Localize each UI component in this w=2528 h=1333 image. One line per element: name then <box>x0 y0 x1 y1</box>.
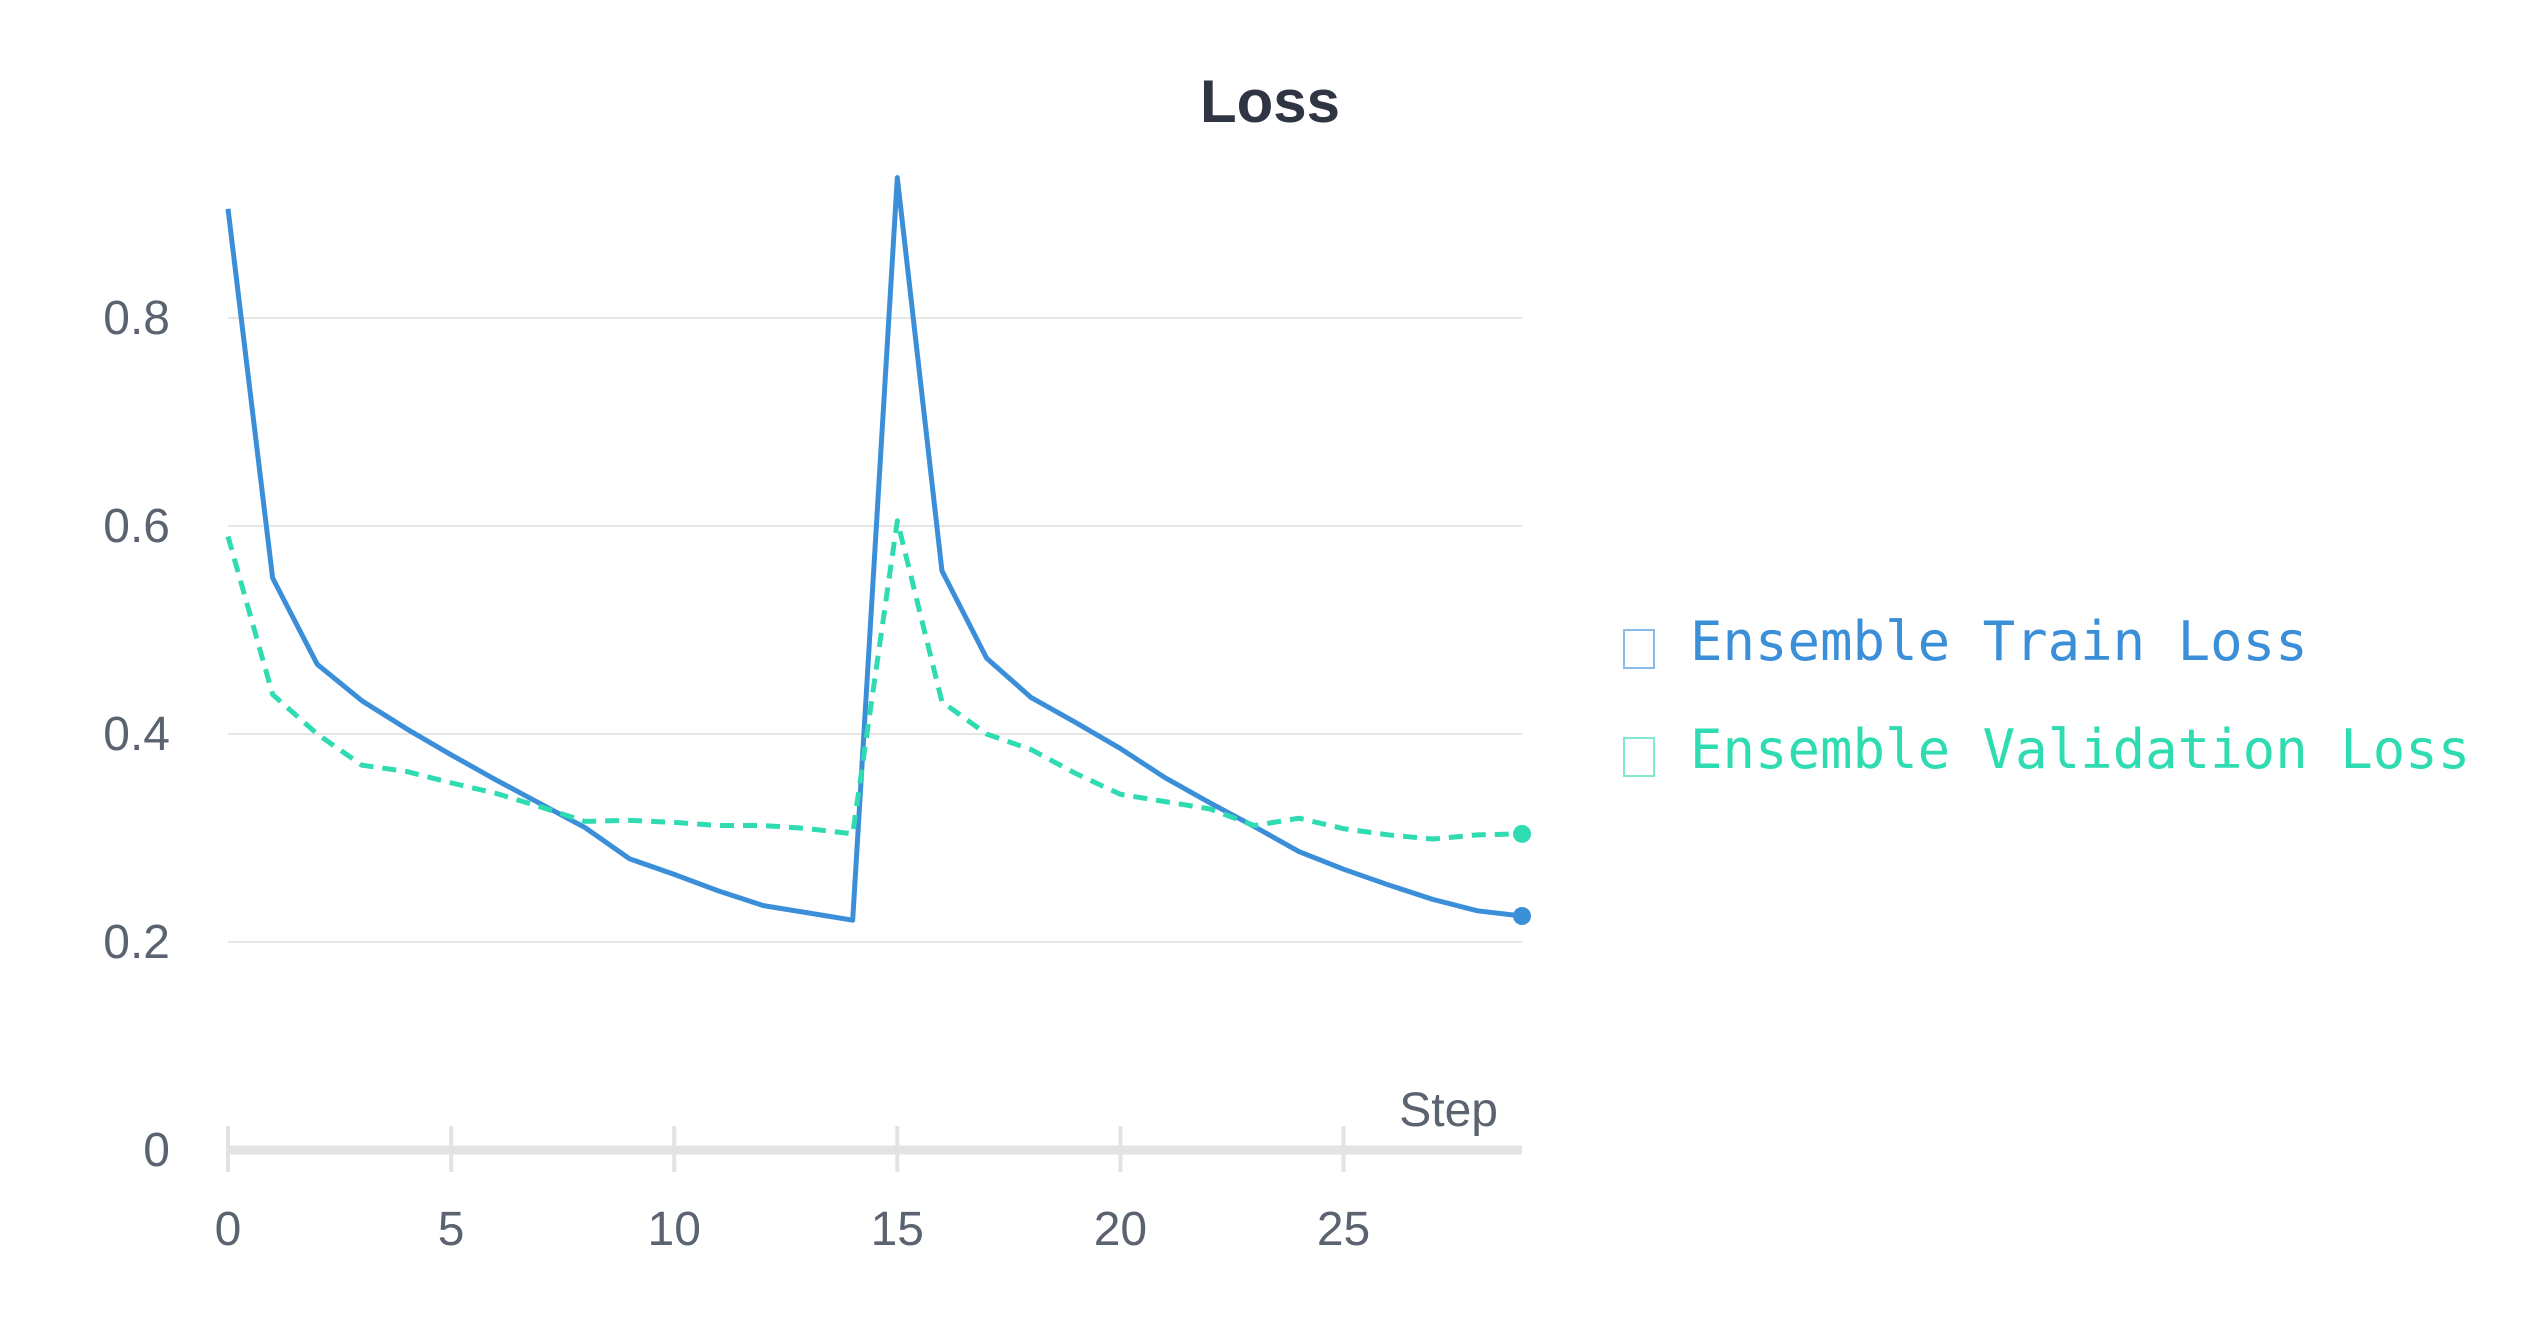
chart-title: Loss <box>1200 68 1340 135</box>
series-lines <box>225 175 1523 923</box>
y-tick-label: 0.4 <box>103 708 170 761</box>
x-tick-label: 15 <box>871 1203 924 1256</box>
legend: Ensemble Train Loss Ensemble Validation L… <box>1623 610 2470 781</box>
x-tick-label: 10 <box>648 1203 701 1256</box>
x-axis-label: Step <box>1399 1084 1498 1137</box>
legend-label[interactable]: Ensemble Train Loss <box>1690 610 2308 673</box>
x-tick-label: 0 <box>215 1203 242 1256</box>
end-markers <box>1513 824 1531 925</box>
legend-label[interactable]: Ensemble Validation Loss <box>1690 718 2470 781</box>
series-end-marker <box>1513 824 1531 843</box>
series-line <box>225 175 1523 923</box>
x-tick-label: 20 <box>1094 1203 1147 1256</box>
x-tick-label: 5 <box>438 1203 465 1256</box>
y-tick-label: 0.8 <box>103 292 170 345</box>
x-axis <box>226 1126 1522 1172</box>
legend-swatch[interactable] <box>1623 737 1655 777</box>
series-end-marker <box>1513 907 1531 925</box>
legend-swatch[interactable] <box>1623 629 1655 669</box>
x-tick-label: 25 <box>1317 1203 1370 1256</box>
y-tick-label: 0 <box>143 1124 170 1177</box>
y-tick-label: 0.2 <box>103 916 170 969</box>
y-tick-label: 0.6 <box>103 500 170 553</box>
tick-labels: 0 5 10 15 20 25 0 0.2 0.4 0.6 0.8 <box>103 292 1370 1256</box>
gridlines <box>228 317 1522 943</box>
